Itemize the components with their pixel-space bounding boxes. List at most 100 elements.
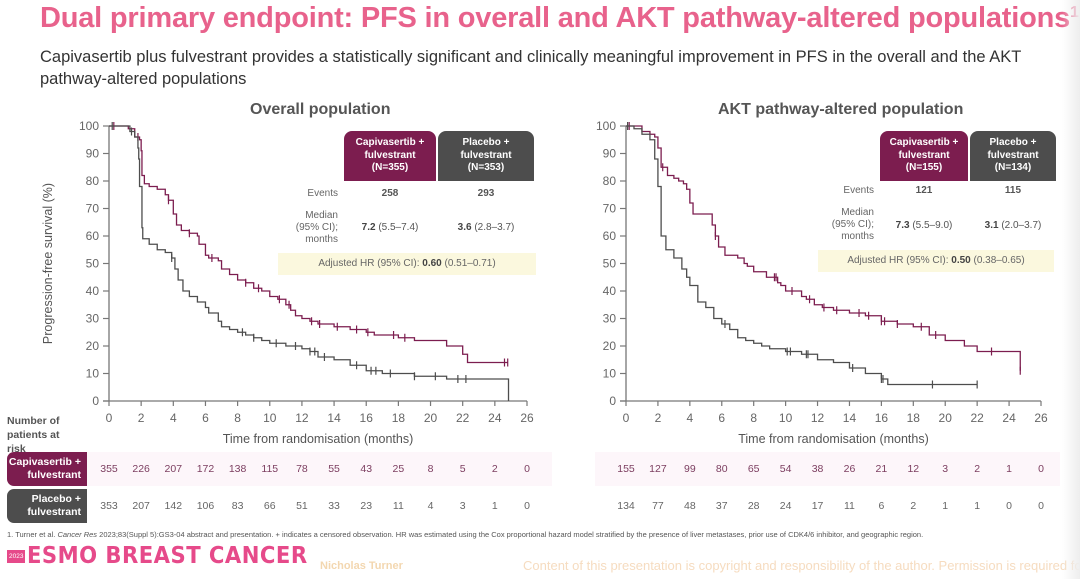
median-label: Median (95% CI); months xyxy=(278,210,338,246)
presenter-name: Nicholas Turner xyxy=(320,560,403,572)
x-tick-label: 6 xyxy=(718,411,725,425)
plac-header-line1: Placebo + xyxy=(989,137,1037,149)
akt-plac-header: Placebo + fulvestrant (N=134) xyxy=(970,131,1056,181)
risk-number-capi: 5 xyxy=(459,463,466,475)
x-tick-label: 26 xyxy=(520,411,534,425)
hazard-ratio: Adjusted HR (95% CI): 0.60 (0.51–0.71) xyxy=(278,253,536,275)
risk-number-capi: 26 xyxy=(843,463,856,475)
risk-number-capi: 43 xyxy=(360,463,373,475)
overall-capi-header: Capivasertib + fulvestrant (N=355) xyxy=(344,131,436,181)
risk-label-plac-line2: fulvestrant xyxy=(27,506,81,518)
y-tick-label: 20 xyxy=(86,339,100,353)
x-tick-label: 0 xyxy=(106,411,113,425)
risk-number-capi: 207 xyxy=(164,463,183,475)
y-tick-label: 10 xyxy=(86,367,100,381)
plac-median-ci: (2.0–3.7) xyxy=(1001,220,1042,231)
y-tick-label: 70 xyxy=(603,202,617,216)
km-curve-capivasertib xyxy=(626,125,1021,371)
risk-number-capi: 138 xyxy=(228,463,247,475)
risk-number-plac: 6 xyxy=(878,500,885,512)
plac-n: (N=353) xyxy=(467,162,505,174)
footnote-rest: 2023;83(Suppl 5):GS3-04 abstract and pre… xyxy=(99,530,924,539)
capi-median: 7.3 (5.5–9.0) xyxy=(880,220,968,231)
x-tick-label: 12 xyxy=(295,411,309,425)
risk-number-capi: 1 xyxy=(1006,463,1012,475)
slide-title: Dual primary endpoint: PFS in overall an… xyxy=(40,2,1079,35)
x-tick-label: 22 xyxy=(456,411,470,425)
hr-label: Adjusted HR (95% CI): xyxy=(847,255,949,266)
plac-header-line2: fulvestrant xyxy=(987,149,1039,161)
risk-number-plac: 4 xyxy=(427,500,434,512)
slide-subtitle: Capivasertib plus fulvestrant provides a… xyxy=(40,48,1022,88)
x-tick-label: 20 xyxy=(939,411,953,425)
y-tick-label: 90 xyxy=(86,147,100,161)
logo-text: ESMO BREAST CANCER xyxy=(27,543,309,569)
x-tick-label: 22 xyxy=(970,411,984,425)
x-tick-label: 26 xyxy=(1034,411,1048,425)
median-label-line2: (95% CI); xyxy=(831,219,874,230)
akt-capi-risk-row-bg xyxy=(595,452,1060,486)
risk-number-plac: 2 xyxy=(910,500,917,512)
capi-header-line2: fulvestrant xyxy=(898,149,950,161)
risk-number-plac: 353 xyxy=(100,500,118,512)
overall-plac-header: Placebo + fulvestrant (N=353) xyxy=(438,131,534,181)
risk-number-capi: 65 xyxy=(747,463,760,475)
risk-number-capi: 172 xyxy=(196,463,215,475)
plac-events: 115 xyxy=(1004,185,1022,196)
risk-number-plac: 0 xyxy=(1006,500,1012,512)
x-tick-label: 16 xyxy=(360,411,374,425)
risk-number-capi: 127 xyxy=(649,463,667,475)
risk-number-capi: 355 xyxy=(100,463,118,475)
risk-number-plac: 11 xyxy=(844,500,855,512)
capi-n: (N=155) xyxy=(905,162,943,174)
y-tick-label: 80 xyxy=(86,174,100,188)
plac-header-line2: fulvestrant xyxy=(460,149,512,161)
risk-number-capi: 2 xyxy=(974,463,981,475)
risk-number-capi: 21 xyxy=(875,463,888,475)
slide-title-text: Dual primary endpoint: PFS in overall an… xyxy=(40,2,1071,34)
y-tick-label: 0 xyxy=(92,394,99,408)
akt-stats-table: Capivasertib + fulvestrant (N=155) Placebo… xyxy=(818,131,1058,276)
x-tick-label: 8 xyxy=(234,411,241,425)
risk-number-plac: 1 xyxy=(974,500,981,512)
hr-value: 0.50 xyxy=(951,255,971,266)
risk-number-plac: 83 xyxy=(231,500,244,512)
risk-number-plac: 3 xyxy=(459,500,466,512)
risk-label-capivasertib: Capivasertib + fulvestrant xyxy=(7,452,87,486)
risk-label-capi-line2: fulvestrant xyxy=(27,469,81,481)
median-label: Median (95% CI); months xyxy=(818,207,874,243)
plac-median-ci: (2.8–3.7) xyxy=(474,222,515,233)
akt-capi-header: Capivasertib + fulvestrant (N=155) xyxy=(880,131,968,181)
risk-number-plac: 24 xyxy=(779,500,792,512)
risk-number-plac: 134 xyxy=(617,500,635,512)
x-axis-title: Time from randomisation (months) xyxy=(223,432,414,446)
y-tick-label: 60 xyxy=(603,229,617,243)
y-axis-title: Progression-free survival (%) xyxy=(41,183,55,344)
risk-number-plac: 23 xyxy=(360,500,373,512)
risk-number-capi: 2 xyxy=(491,463,498,475)
risk-number-capi: 54 xyxy=(779,463,792,475)
risk-number-plac: 33 xyxy=(328,500,340,512)
y-tick-label: 30 xyxy=(603,312,617,326)
footnote: 1. Turner et al. Cancer Res 2023;83(Supp… xyxy=(7,530,923,539)
risk-number-capi: 115 xyxy=(261,463,279,475)
risk-number-capi: 78 xyxy=(296,463,308,475)
x-tick-label: 2 xyxy=(138,411,145,425)
risk-number-plac: 17 xyxy=(811,500,824,512)
y-tick-label: 0 xyxy=(609,394,616,408)
x-tick-label: 4 xyxy=(170,411,177,425)
y-tick-label: 30 xyxy=(86,312,100,326)
risk-number-plac: 1 xyxy=(491,500,498,512)
risk-number-plac: 77 xyxy=(652,500,664,512)
risk-number-plac: 48 xyxy=(684,500,696,512)
risk-number-capi: 80 xyxy=(715,463,728,475)
hr-ci: (0.51–0.71) xyxy=(444,258,496,269)
plac-median: 3.6 (2.8–3.7) xyxy=(438,222,534,233)
km-curve-placebo xyxy=(626,125,978,386)
risk-number-capi: 25 xyxy=(392,463,405,475)
hr-label: Adjusted HR (95% CI): xyxy=(318,258,420,269)
x-tick-label: 16 xyxy=(875,411,889,425)
